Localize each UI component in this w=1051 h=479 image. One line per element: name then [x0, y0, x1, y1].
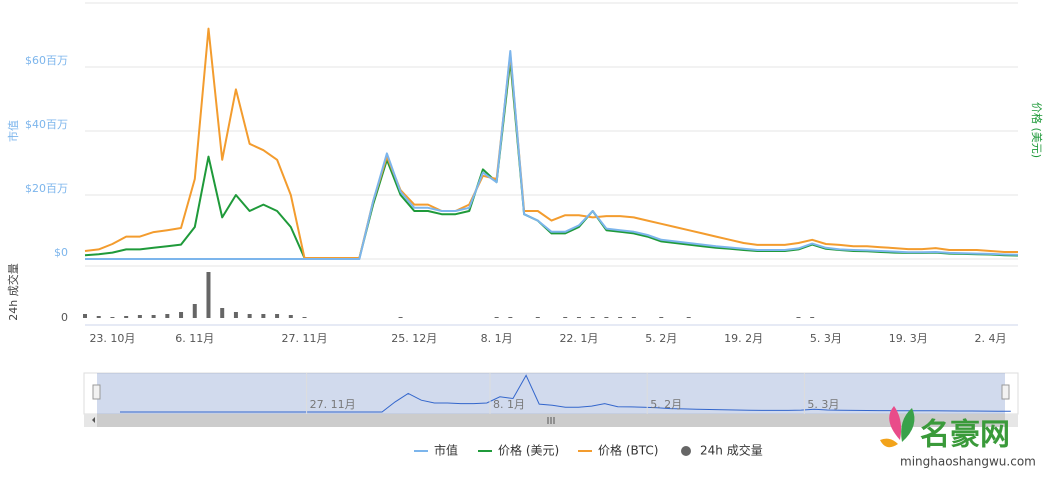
scroll-grip	[547, 417, 555, 424]
navigator-handle[interactable]	[1001, 384, 1010, 400]
y-axis-title: 市值	[6, 120, 20, 142]
volume-bar	[796, 317, 801, 318]
volume-bar	[590, 317, 595, 318]
legend-item[interactable]: 24h 成交量	[681, 443, 763, 458]
y-tick-label: $20百万	[25, 182, 68, 195]
series-line	[85, 50, 1019, 260]
y2-axis-title: 价格 (美元)	[1030, 102, 1044, 158]
watermark-text: 名豪网	[920, 418, 1010, 453]
volume-bar	[302, 317, 307, 318]
volume-tick-label: 0	[61, 311, 68, 324]
navigator-selection[interactable]	[97, 373, 1005, 414]
volume-bar	[179, 312, 184, 318]
volume-bar	[494, 317, 499, 318]
volume-bar	[137, 315, 142, 318]
volume-bar	[247, 314, 252, 318]
volume-bar	[398, 317, 403, 318]
watermark-leaf	[889, 406, 902, 440]
legend-item[interactable]: 价格 (BTC)	[578, 443, 658, 458]
navigator-line	[120, 374, 1011, 413]
volume-bar	[618, 317, 623, 318]
x-tick-label: 5. 2月	[645, 332, 677, 345]
volume-bar	[659, 317, 664, 318]
volume-bar	[96, 316, 101, 318]
volume-bar	[110, 317, 115, 318]
navigator-label: 27. 11月	[310, 398, 356, 411]
navigator-label: 5. 2月	[650, 398, 682, 411]
volume-bar	[192, 304, 197, 318]
volume-bar	[563, 317, 568, 318]
legend-item[interactable]: 价格 (美元)	[478, 443, 559, 458]
x-tick-label: 2. 4月	[975, 332, 1007, 345]
x-tick-label: 23. 10月	[89, 332, 135, 345]
navigator-handle[interactable]	[92, 384, 101, 400]
watermark: 名豪网 minghaoshangwu.com	[880, 406, 1036, 469]
scroll-arrow[interactable]	[92, 417, 95, 423]
x-tick-label: 5. 3月	[810, 332, 842, 345]
legend-swatch	[681, 446, 691, 456]
volume-bar	[810, 317, 815, 318]
volume-bar	[261, 314, 266, 318]
series-line	[84, 27, 1018, 259]
legend-label: 市值	[434, 443, 458, 458]
volume-bar	[165, 314, 170, 318]
volume-bar	[275, 314, 280, 318]
x-tick-label: 25. 12月	[391, 332, 437, 345]
y-tick-label: $40百万	[25, 118, 68, 131]
volume-bar	[604, 317, 609, 318]
volume-bar	[288, 315, 293, 318]
watermark-leaf	[880, 438, 898, 448]
legend-label: 价格 (BTC)	[598, 443, 658, 458]
watermark-url: minghaoshangwu.com	[900, 455, 1036, 469]
legend-label: 价格 (美元)	[498, 443, 559, 458]
volume-bar	[83, 314, 87, 318]
volume-bar	[686, 317, 691, 318]
volume-bar	[206, 272, 211, 318]
x-tick-label: 19. 2月	[724, 332, 763, 345]
x-tick-label: 22. 1月	[559, 332, 598, 345]
navigator-label: 5. 3月	[807, 398, 839, 411]
volume-bar	[631, 317, 636, 318]
x-tick-label: 19. 3月	[889, 332, 928, 345]
volume-bar	[576, 317, 581, 318]
x-tick-label: 8. 1月	[481, 332, 513, 345]
navigator-frame	[83, 372, 1019, 415]
volume-axis-title: 24h 成交量	[6, 263, 20, 320]
legend-label: 24h 成交量	[700, 443, 763, 458]
watermark-leaf	[901, 408, 915, 442]
legend-item[interactable]: 市值	[414, 443, 458, 458]
volume-bar	[508, 317, 513, 318]
volume-bar	[233, 312, 238, 318]
volume-bar	[220, 308, 225, 318]
navigator-label: 8. 1月	[493, 398, 525, 411]
x-tick-label: 6. 11月	[175, 332, 214, 345]
x-tick-label: 27. 11月	[282, 332, 328, 345]
y-tick-label: $60百万	[25, 54, 68, 67]
volume-bar	[151, 315, 156, 318]
volume-bar	[124, 316, 129, 318]
volume-bar	[535, 317, 540, 318]
y-tick-label: $0	[54, 246, 68, 259]
